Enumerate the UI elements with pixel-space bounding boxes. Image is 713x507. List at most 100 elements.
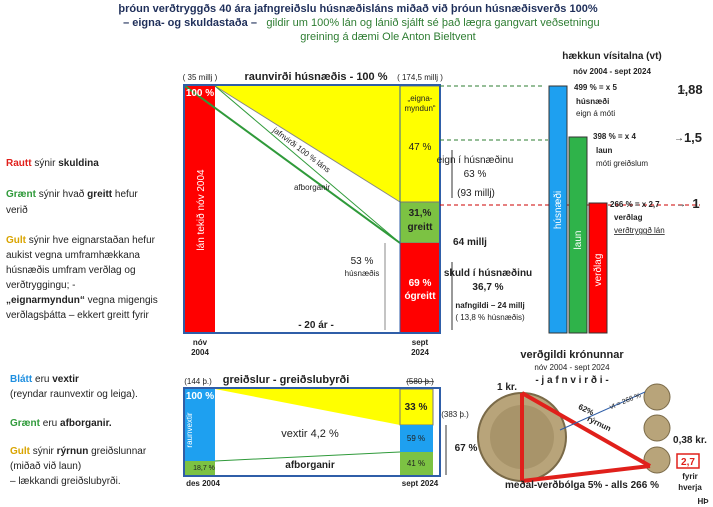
label: 1,88 bbox=[677, 82, 702, 97]
label: 53 % bbox=[351, 256, 374, 267]
arrow: → bbox=[676, 199, 686, 210]
note: Blátt eru vextir bbox=[10, 374, 79, 385]
note-text: sýnir hve eignarstaðan hefur bbox=[26, 234, 156, 246]
note-key: Gult bbox=[10, 446, 31, 457]
arrow: → bbox=[674, 133, 684, 144]
label: laun bbox=[596, 146, 613, 155]
note-key: Gult bbox=[6, 235, 27, 246]
label: (144 þ.) bbox=[184, 377, 212, 386]
label: meðal-verðbólga 5% - alls 266 % bbox=[505, 479, 659, 491]
note-key: skuldina bbox=[58, 158, 99, 169]
label: „eigna- bbox=[408, 94, 433, 103]
label: 18,7 % bbox=[193, 465, 215, 472]
label: 31,% bbox=[409, 208, 432, 219]
label: 47 % bbox=[409, 142, 432, 153]
principal-start bbox=[185, 461, 215, 475]
label: 63 % bbox=[464, 169, 487, 180]
note-text: greiðslunnar bbox=[88, 445, 146, 457]
interest-start bbox=[185, 389, 215, 461]
label: 398 % = x 4 bbox=[593, 132, 636, 141]
note: verðlagsþátta – ekkert greitt fyrir bbox=[6, 309, 150, 321]
label: vt = 266 % bbox=[609, 392, 642, 411]
label: nóv 2004 - sept 2024 bbox=[573, 67, 651, 76]
note: „eignarmyndun“ vegna migengis bbox=[6, 295, 158, 306]
coin-small bbox=[643, 446, 671, 474]
label: vextir 4,2 % bbox=[281, 428, 339, 440]
arrow: → bbox=[677, 84, 687, 95]
signature: HÞ bbox=[697, 497, 709, 506]
notes-bottom: Blátt eru vextir (reyndar raunvextir og … bbox=[10, 374, 147, 487]
note: Grænt sýnir hvað greitt hefur bbox=[6, 188, 138, 200]
label: 41 % bbox=[407, 459, 425, 468]
notes-top: Rautt sýnir skuldina Grænt sýnir hvað gr… bbox=[6, 158, 158, 321]
note-key: Grænt bbox=[10, 418, 41, 429]
title-line3: greining á dæmi Ole Anton Bieltvent bbox=[300, 31, 476, 43]
label: fyrir bbox=[682, 472, 698, 481]
label: des 2004 bbox=[186, 479, 220, 488]
bar-housing bbox=[548, 85, 568, 334]
label: 266 % = x 2,7 bbox=[610, 200, 660, 209]
interest-end bbox=[400, 425, 433, 452]
note-key: „eignarmyndun“ bbox=[6, 295, 85, 306]
label: eign á móti bbox=[576, 109, 615, 118]
label: afborganir bbox=[285, 460, 335, 471]
label: húsnæðis bbox=[345, 269, 380, 278]
label: ( 13,8 % húsnæðis) bbox=[455, 313, 525, 322]
label: (580 þ.) bbox=[406, 377, 434, 386]
note-key: greitt bbox=[87, 189, 113, 200]
label: myndun“ bbox=[404, 104, 435, 113]
label: 1 kr. bbox=[497, 382, 517, 393]
label: 67 % bbox=[455, 443, 478, 454]
erosion-line bbox=[521, 391, 651, 468]
label: ( 174,5 millj ) bbox=[397, 73, 443, 82]
note-text: sýnir bbox=[30, 446, 57, 457]
label: 2,7 bbox=[681, 457, 695, 468]
note: (reyndar raunvextir og leiga). bbox=[10, 389, 138, 400]
label: 64 millj bbox=[453, 237, 487, 248]
frame bbox=[183, 84, 441, 334]
erosion-line bbox=[521, 464, 651, 483]
label: - 20 ár - bbox=[298, 320, 334, 331]
note-text: vegna migengis bbox=[85, 295, 158, 306]
label: verðtryggð lán bbox=[614, 226, 665, 235]
label: hverja bbox=[678, 483, 702, 492]
coin-small bbox=[643, 383, 671, 411]
note-key: vextir bbox=[52, 374, 79, 385]
title-line2b: gildir um 100% lán og lánið sjálft sé þa… bbox=[266, 17, 599, 29]
note: Gult sýnir rýrnun greiðslunnar bbox=[10, 445, 147, 457]
label: 33 % bbox=[405, 402, 428, 413]
label: raunvirði húsnæðis - 100 % bbox=[244, 71, 387, 83]
value-line bbox=[214, 85, 401, 203]
note-key: Grænt bbox=[6, 189, 37, 200]
label: 2004 bbox=[191, 348, 209, 357]
coin-small bbox=[643, 414, 671, 442]
label: ógreitt bbox=[404, 291, 436, 302]
label: verðlag bbox=[592, 254, 604, 287]
label: eign í húsnæðinu bbox=[437, 154, 514, 166]
label: 59 % bbox=[407, 434, 425, 443]
label: ( 35 millj ) bbox=[183, 73, 218, 82]
note: (miðað við laun) bbox=[10, 460, 81, 472]
label: nóv 2004 - sept 2024 bbox=[534, 363, 610, 372]
label: verðgildi krónunnar bbox=[520, 349, 624, 361]
note-key: Rautt bbox=[6, 158, 32, 169]
yellow-area bbox=[215, 389, 433, 425]
label: nóv bbox=[193, 338, 208, 347]
line bbox=[214, 451, 401, 462]
label: 1,5 bbox=[684, 130, 702, 145]
label: 100 % bbox=[186, 88, 214, 99]
principal-end bbox=[400, 452, 433, 475]
yellow-area bbox=[215, 86, 440, 202]
label: laun bbox=[573, 231, 584, 250]
note-text: eru bbox=[40, 418, 60, 429]
label: 2024 bbox=[411, 348, 429, 357]
label: sept 2024 bbox=[402, 479, 439, 488]
label: hækkun vísitalna (vt) bbox=[562, 51, 661, 62]
unpaid bbox=[400, 243, 440, 332]
label: 499 % = x 5 bbox=[574, 83, 617, 92]
note-key: afborganir. bbox=[60, 418, 112, 429]
note-text: hefur bbox=[112, 189, 138, 200]
label: afborganir bbox=[294, 183, 330, 192]
bar-wages bbox=[568, 136, 588, 334]
bar-prices bbox=[588, 202, 608, 334]
